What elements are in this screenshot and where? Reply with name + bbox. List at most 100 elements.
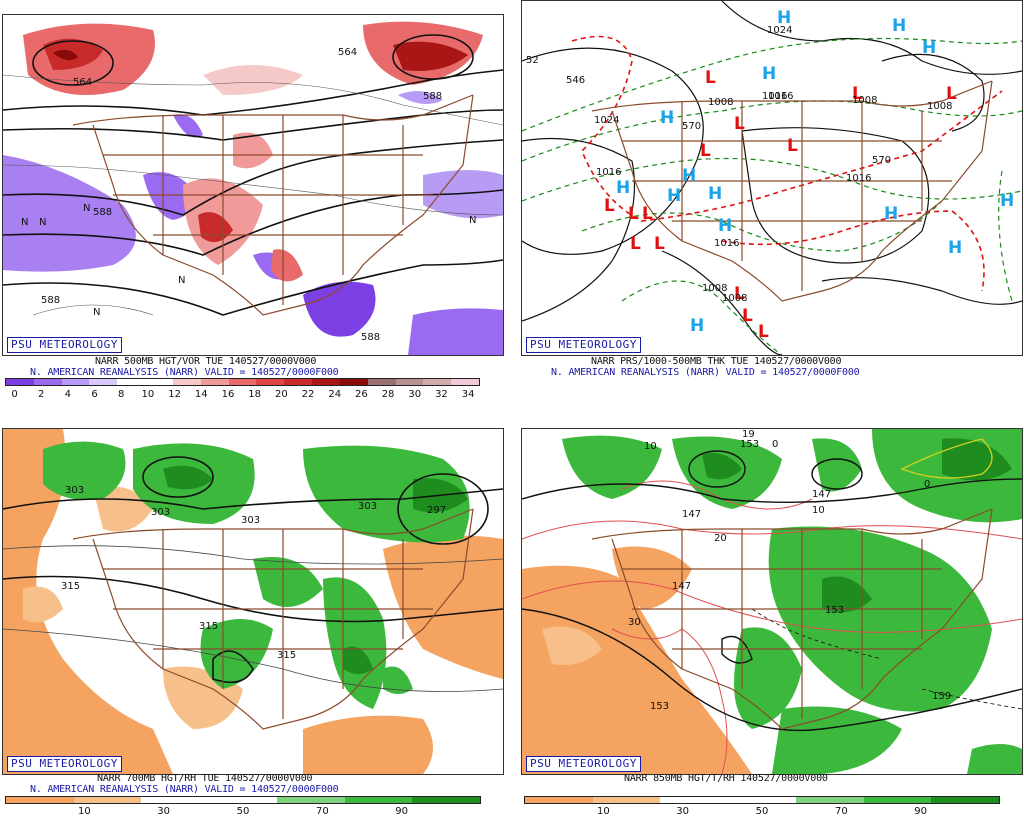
psu-meteorology-badge: PSU METEOROLOGY: [526, 337, 641, 353]
colorbar-swatch: [795, 797, 864, 803]
colorbar-swatch: [344, 797, 413, 803]
svg-text:588: 588: [361, 332, 380, 343]
colorbar-label: 8: [118, 389, 125, 400]
high-pressure-markers: H H H H H H H H H H H H H H: [616, 8, 1014, 336]
colorbar-swatch: [172, 379, 201, 385]
colorbar-swatch: [145, 379, 173, 385]
panel-title: NARR 700MB HGT/RH TUE 140527/0000V000: [97, 773, 313, 784]
colorbar-label: 28: [381, 389, 395, 400]
svg-text:303: 303: [358, 501, 377, 512]
colorbar-label: 50: [755, 806, 769, 817]
colorbar-rh-700: [5, 796, 481, 804]
svg-text:303: 303: [151, 507, 170, 518]
svg-text:588: 588: [93, 207, 112, 218]
svg-text:147: 147: [812, 489, 831, 500]
colorbar-swatch: [592, 797, 661, 803]
colorbar-swatch: [728, 797, 796, 803]
svg-text:H: H: [884, 204, 898, 224]
colorbar-label: 0: [11, 389, 18, 400]
contour-labels-700: 303 303 303 303 297 315 315 315: [61, 485, 446, 661]
map-pressure-thickness: H H H H H H H H H H H H H H L L L L L: [521, 0, 1023, 356]
psu-meteorology-badge: PSU METEOROLOGY: [526, 756, 641, 772]
colorbar-swatch: [395, 379, 424, 385]
svg-text:H: H: [667, 186, 681, 206]
svg-text:L: L: [705, 68, 716, 88]
svg-text:570: 570: [682, 121, 701, 132]
svg-text:H: H: [718, 216, 732, 236]
colorbar-label: 70: [834, 806, 848, 817]
svg-text:297: 297: [427, 505, 446, 516]
svg-text:H: H: [762, 64, 776, 84]
svg-text:153: 153: [740, 439, 759, 450]
colorbar-swatch: [141, 797, 210, 803]
svg-text:20: 20: [714, 533, 727, 544]
colorbar-label: 90: [395, 806, 409, 817]
colorbar-swatch: [256, 379, 285, 385]
contour-labels-500: 564 588 588 588 588 564 N N N N N N: [21, 47, 476, 343]
panel-pressure-thickness: H H H H H H H H H H H H H H L L L L L: [519, 0, 1024, 405]
svg-text:564: 564: [338, 47, 357, 58]
panel-valid-line: N. AMERICAN REANALYSIS (NARR) VALID = 14…: [30, 367, 339, 378]
svg-text:H: H: [948, 238, 962, 258]
colorbar-swatch: [89, 379, 118, 385]
colorbar-label: 70: [315, 806, 329, 817]
svg-text:1024: 1024: [594, 115, 619, 126]
colorbar-label: 6: [91, 389, 98, 400]
colorbar-swatch: [312, 379, 340, 385]
map-850mb: 153 147 147 147 153 153 159 10 10 20 30 …: [521, 428, 1023, 775]
svg-text:588: 588: [423, 91, 442, 102]
svg-text:L: L: [642, 204, 653, 224]
panel-850mb-temp-rh: 153 147 147 147 153 153 159 10 10 20 30 …: [519, 414, 1024, 819]
svg-text:H: H: [777, 8, 791, 28]
map-500mb: 564 588 588 588 588 564 N N N N N N PSU …: [2, 14, 504, 356]
low-pressure-markers: L L L L L L L L L L L L L L: [604, 68, 957, 342]
colorbar-label: 26: [355, 389, 368, 400]
contour-labels-850: 153 147 147 147 153 153 159 10 10 20 30 …: [628, 429, 951, 712]
svg-text:H: H: [708, 184, 722, 204]
svg-text:1016: 1016: [846, 173, 871, 184]
svg-text:N: N: [83, 203, 90, 214]
colorbar-label: 10: [141, 389, 155, 400]
svg-text:L: L: [742, 306, 753, 326]
svg-text:546: 546: [566, 75, 585, 86]
svg-text:H: H: [690, 316, 704, 336]
svg-text:588: 588: [41, 295, 60, 306]
panel-700mb-rh: 303 303 303 303 297 315 315 315 PSU METE…: [0, 414, 505, 819]
svg-text:1008: 1008: [927, 101, 952, 112]
colorbar-label: 50: [236, 806, 250, 817]
colorbar-rh-850: [524, 796, 1000, 804]
svg-text:N: N: [93, 307, 100, 318]
svg-text:1016: 1016: [762, 91, 787, 102]
svg-text:0: 0: [772, 439, 778, 450]
svg-text:L: L: [734, 284, 745, 304]
colorbar-label: 34: [461, 389, 475, 400]
colorbar-swatch: [284, 379, 313, 385]
svg-text:147: 147: [682, 509, 701, 520]
colorbar-swatch: [412, 797, 481, 803]
colorbar-label: 30: [408, 389, 422, 400]
colorbar-label: 30: [676, 806, 690, 817]
panel-title: NARR PRS/1000-500MB THK TUE 140527/0000V…: [591, 356, 842, 367]
svg-text:570: 570: [872, 155, 891, 166]
svg-text:564: 564: [73, 77, 92, 88]
colorbar-swatch: [209, 797, 277, 803]
svg-text:1008: 1008: [722, 293, 747, 304]
svg-text:1016: 1016: [714, 238, 739, 249]
svg-text:1008: 1008: [852, 95, 877, 106]
colorbar-label: 10: [77, 806, 91, 817]
colorbar-labels: 10 30 50 70 90: [524, 806, 1000, 818]
svg-text:L: L: [628, 204, 639, 224]
panel-valid-line: N. AMERICAN REANALYSIS (NARR) VALID = 14…: [551, 367, 860, 378]
svg-text:10: 10: [644, 441, 657, 452]
colorbar-swatch: [61, 379, 90, 385]
svg-text:1024: 1024: [767, 25, 792, 36]
svg-text:315: 315: [199, 621, 218, 632]
colorbar-labels: 10 30 50 70 90: [5, 806, 481, 818]
svg-text:52: 52: [526, 55, 539, 66]
svg-text:153: 153: [825, 605, 844, 616]
svg-text:N: N: [39, 217, 46, 228]
svg-text:H: H: [922, 38, 936, 58]
colorbar-label: 4: [64, 389, 72, 400]
colorbar-label: 2: [37, 389, 45, 400]
svg-text:L: L: [654, 234, 665, 254]
